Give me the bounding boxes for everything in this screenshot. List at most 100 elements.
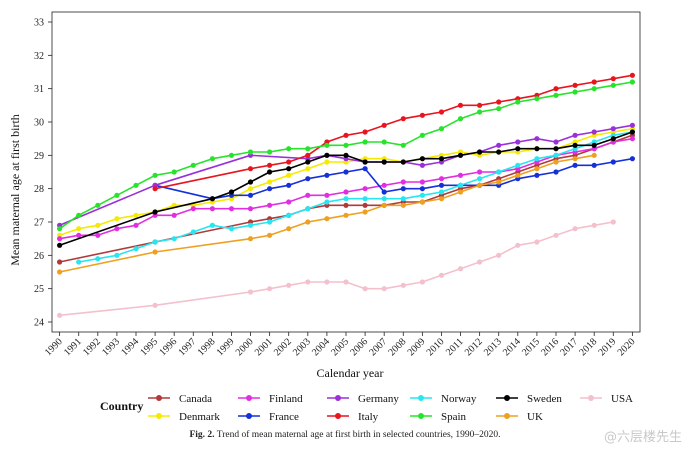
- data-point-usa: [496, 252, 502, 258]
- data-point-france: [534, 172, 540, 178]
- x-tick-label: 2006: [348, 336, 370, 358]
- data-point-canada: [343, 202, 349, 208]
- data-point-usa: [553, 232, 559, 238]
- data-point-usa: [477, 259, 483, 265]
- data-point-norway: [114, 252, 120, 258]
- data-point-usa: [457, 266, 464, 272]
- data-point-uk: [381, 202, 387, 208]
- data-point-norway: [95, 256, 101, 262]
- data-point-sweden: [209, 196, 215, 202]
- data-point-sweden: [267, 169, 273, 175]
- data-point-finland: [629, 136, 636, 142]
- legend-item-sweden: Sweden: [496, 393, 562, 405]
- x-tick-label: 2009: [406, 336, 428, 358]
- data-point-germany: [610, 126, 616, 132]
- data-point-denmark: [267, 179, 273, 185]
- x-tick-label: 2015: [520, 336, 542, 358]
- data-point-germany: [629, 122, 636, 128]
- legend-label-germany: Germany: [358, 393, 399, 405]
- data-point-uk: [477, 182, 483, 188]
- legend-label-italy: Italy: [358, 411, 379, 423]
- data-point-finland: [457, 172, 464, 178]
- data-point-france: [247, 192, 254, 198]
- series-finland: [57, 136, 636, 242]
- data-point-sweden: [419, 156, 425, 162]
- data-point-france: [324, 172, 330, 178]
- data-point-usa: [247, 289, 254, 295]
- data-point-spain: [572, 89, 578, 95]
- data-point-usa: [362, 286, 368, 292]
- data-point-norway: [496, 169, 502, 175]
- data-point-italy: [496, 99, 502, 105]
- x-tick-label: 1999: [215, 336, 237, 358]
- legend: Country Canada Finland Germany Norway Sweden…: [100, 393, 633, 423]
- data-point-sweden: [572, 142, 578, 148]
- legend-swatch-dot: [156, 413, 162, 419]
- data-point-spain: [381, 139, 387, 145]
- data-point-finland: [477, 169, 483, 175]
- data-point-canada: [57, 259, 63, 265]
- data-point-italy: [591, 79, 597, 85]
- data-point-germany: [553, 139, 559, 145]
- x-tick-label: 2003: [291, 336, 313, 358]
- data-point-usa: [572, 226, 578, 232]
- data-point-italy: [286, 159, 292, 165]
- legend-item-norway: Norway: [410, 393, 477, 405]
- legend-label-uk: UK: [527, 411, 543, 423]
- data-point-spain: [133, 182, 139, 188]
- data-point-finland: [305, 192, 311, 198]
- data-point-uk: [305, 219, 311, 225]
- data-point-spain: [610, 82, 616, 88]
- legend-swatch-dot: [156, 395, 162, 401]
- data-point-sweden: [438, 156, 445, 162]
- data-point-uk: [324, 216, 330, 222]
- data-point-usa: [267, 286, 273, 292]
- data-point-spain: [324, 142, 330, 148]
- data-point-norway: [152, 239, 158, 245]
- series-line-usa: [59, 221, 614, 317]
- figure-caption: Fig. 2. Trend of mean maternal age at fi…: [0, 430, 690, 440]
- series-sweden: [57, 129, 636, 248]
- data-point-spain: [247, 149, 254, 155]
- data-point-spain: [419, 132, 425, 138]
- x-tick-label: 2008: [386, 336, 408, 358]
- data-point-germany: [496, 142, 502, 148]
- y-tick-label: 32: [34, 51, 44, 62]
- series-line-italy: [154, 74, 633, 190]
- data-point-sweden: [400, 159, 406, 165]
- data-point-germany: [572, 132, 578, 138]
- legend-label-finland: Finland: [269, 393, 303, 405]
- legend-item-germany: Germany: [327, 393, 399, 405]
- data-point-norway: [381, 196, 387, 202]
- data-point-uk: [553, 159, 559, 165]
- data-point-uk: [438, 196, 445, 202]
- data-point-sweden: [324, 152, 330, 158]
- data-point-usa: [343, 279, 349, 285]
- data-point-spain: [343, 142, 349, 148]
- data-point-italy: [438, 109, 445, 115]
- data-point-sweden: [362, 159, 368, 165]
- series-germany: [57, 122, 636, 228]
- y-tick-label: 29: [34, 151, 44, 162]
- data-point-usa: [324, 279, 330, 285]
- data-point-spain: [496, 106, 502, 112]
- data-point-finland: [57, 236, 63, 242]
- data-point-denmark: [305, 166, 311, 172]
- data-point-norway: [286, 212, 292, 218]
- data-point-sweden: [534, 146, 540, 152]
- legend-item-finland: Finland: [238, 393, 303, 405]
- x-tick-label: 2005: [329, 336, 351, 358]
- data-point-uk: [496, 179, 502, 185]
- data-point-france: [343, 169, 349, 175]
- data-point-norway: [171, 236, 177, 242]
- series-layer: [57, 72, 636, 318]
- data-point-finland: [209, 206, 215, 212]
- data-point-italy: [305, 152, 311, 158]
- x-axis-ticks: 1990199119921993199419951996199719981999…: [43, 332, 637, 358]
- legend-item-uk: UK: [496, 411, 543, 423]
- data-point-uk: [57, 269, 63, 275]
- data-point-usa: [591, 222, 597, 228]
- legend-title: Country: [100, 399, 143, 413]
- data-point-spain: [400, 142, 406, 148]
